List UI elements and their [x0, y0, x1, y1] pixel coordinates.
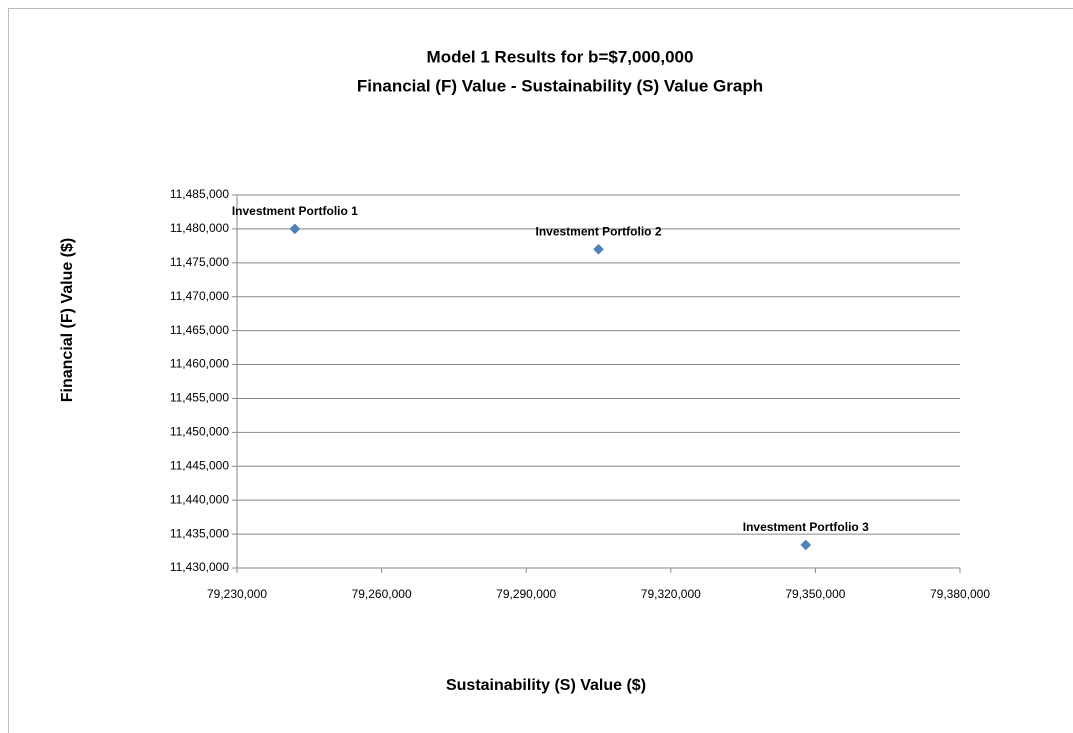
x-tick-label: 79,380,000 — [930, 587, 990, 601]
x-axis-label: Sustainability (S) Value ($) — [446, 677, 646, 694]
data-label: Investment Portfolio 2 — [535, 224, 661, 238]
y-tick-label: 11,435,000 — [170, 526, 229, 540]
x-tick-label: 79,320,000 — [641, 587, 701, 601]
point — [593, 243, 604, 255]
point — [800, 539, 812, 551]
x-tick-label: 79,290,000 — [496, 587, 556, 601]
y-tick-label: 11,475,000 — [170, 255, 229, 269]
point — [289, 223, 301, 235]
chart-title: Model 1 Results for b=$7,000,000 — [427, 47, 694, 66]
y-tick-label: 11,450,000 — [170, 425, 229, 439]
y-tick-label: 11,430,000 — [170, 560, 229, 574]
chart-subtitle: Financial (F) Value - Sustainability (S)… — [357, 76, 763, 95]
y-tick-label: 11,455,000 — [170, 391, 229, 405]
chart-border — [8, 8, 1073, 733]
x-tick-label: 79,260,000 — [352, 587, 412, 601]
y-tick-label: 11,465,000 — [170, 323, 229, 337]
y-tick-label: 11,445,000 — [170, 458, 229, 472]
data-label: Investment Portfolio 3 — [743, 520, 869, 534]
x-tick-label: 79,350,000 — [785, 587, 845, 601]
y-tick-label: 11,480,000 — [170, 221, 229, 235]
y-tick-label: 11,485,000 — [170, 187, 229, 201]
y-axis-label: Financial (F) Value ($) — [59, 238, 76, 402]
y-tick-label: 11,460,000 — [170, 357, 229, 371]
data-label: Investment Portfolio 1 — [232, 204, 358, 218]
y-tick-label: 11,470,000 — [170, 289, 229, 303]
y-tick-label: 11,440,000 — [170, 492, 229, 506]
x-tick-label: 79,230,000 — [207, 587, 267, 601]
